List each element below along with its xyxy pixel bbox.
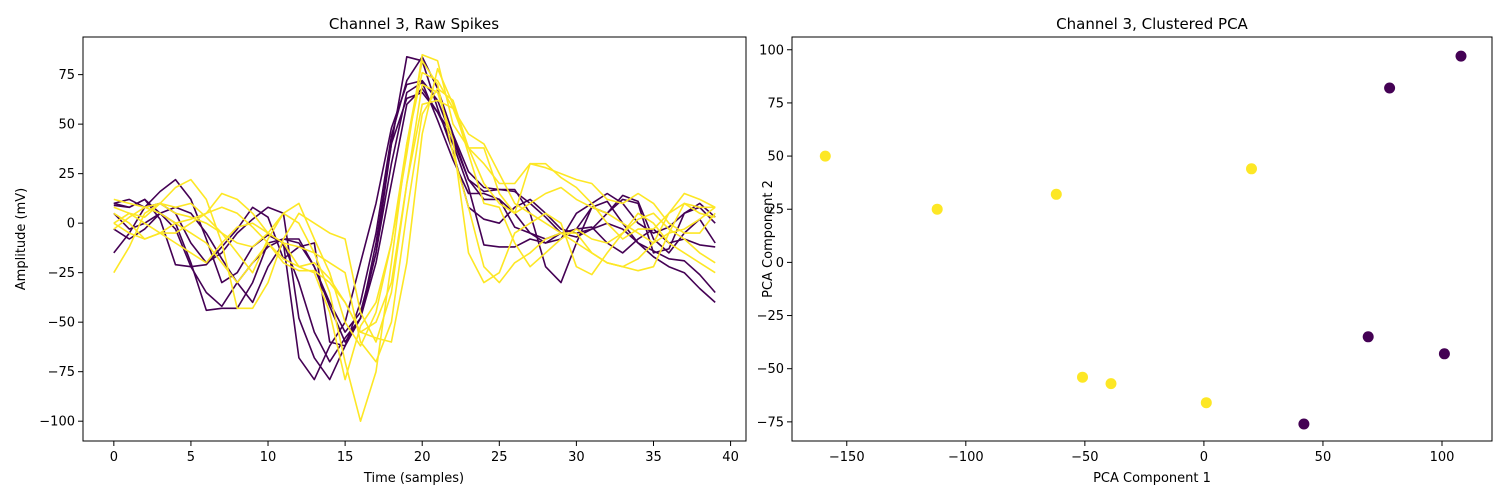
y-tick-label: 25 — [767, 203, 784, 218]
spike-waveform-1 — [113, 55, 716, 381]
x-tick-label: 20 — [414, 450, 431, 465]
x-tick-label: −150 — [829, 450, 865, 465]
x-tick-label: 25 — [491, 450, 508, 465]
pca-point-0 — [819, 150, 831, 162]
clustered-pca-y-axis-label: PCA Component 2 — [761, 180, 776, 298]
pca-point-10 — [1438, 348, 1450, 360]
x-tick-label: 100 — [1430, 450, 1455, 465]
pca-point-2 — [1050, 188, 1062, 200]
raw-spikes-lines — [113, 53, 716, 423]
y-tick-label: −50 — [757, 362, 784, 377]
x-tick-label: −50 — [1071, 450, 1098, 465]
raw-spikes-x-axis-label: Time (samples) — [363, 471, 464, 486]
clustered-pca-y-ticks: −75 −50 −25 0 25 50 75 100 — [757, 43, 792, 430]
x-tick-label: 40 — [722, 450, 739, 465]
y-tick-label: 75 — [767, 96, 784, 111]
spike-waveform-8 — [113, 83, 716, 343]
y-tick-label: 100 — [759, 43, 784, 58]
spike-waveform-0 — [113, 79, 716, 381]
pca-point-7 — [1298, 418, 1310, 430]
pca-point-4 — [1105, 378, 1117, 390]
pca-point-6 — [1246, 163, 1257, 175]
x-tick-label: 50 — [1315, 450, 1332, 465]
spike-waveform-7 — [113, 67, 716, 343]
x-tick-label: −100 — [948, 450, 984, 465]
spike-waveform-9 — [113, 53, 716, 347]
y-tick-label: −75 — [757, 415, 784, 430]
x-tick-label: 10 — [260, 450, 277, 465]
x-tick-label: 0 — [110, 450, 118, 465]
raw-spikes-plot: Channel 3, Raw Spikes 0 5 10 15 20 25 30 35 40 −… — [14, 15, 747, 486]
spike-waveform-4 — [113, 91, 716, 347]
pca-point-8 — [1362, 331, 1374, 343]
pca-point-1 — [931, 203, 943, 215]
pca-point-5 — [1200, 397, 1212, 409]
y-tick-label: 0 — [776, 256, 784, 271]
y-tick-label: 75 — [58, 68, 75, 83]
pca-point-9 — [1384, 82, 1396, 94]
x-tick-label: 35 — [645, 450, 662, 465]
y-tick-label: 0 — [67, 217, 75, 232]
clustered-pca-axes-frame — [791, 36, 1493, 442]
clustered-pca-plot: Channel 3, Clustered PCA −150 −100 −50 0 50 1… — [757, 15, 1493, 486]
y-tick-label: −25 — [757, 309, 784, 324]
raw-spikes-title: Channel 3, Raw Spikes — [329, 15, 499, 33]
y-tick-label: −100 — [39, 415, 75, 430]
spike-waveform-12 — [113, 71, 716, 381]
clustered-pca-x-axis-label: PCA Component 1 — [1093, 471, 1211, 486]
raw-spikes-y-axis-label: Amplitude (mV) — [14, 188, 29, 290]
pca-point-3 — [1077, 371, 1088, 383]
raw-spikes-axes-frame — [82, 36, 747, 442]
spike-waveform-11 — [113, 87, 716, 363]
raw-spikes-x-ticks: 0 5 10 15 20 25 30 35 40 — [110, 441, 739, 465]
spike-waveform-2 — [113, 87, 716, 343]
spike-waveform-5 — [113, 81, 716, 333]
x-tick-label: 0 — [1200, 450, 1208, 465]
y-tick-label: 50 — [767, 150, 784, 165]
y-tick-label: 25 — [58, 167, 75, 182]
y-tick-label: −50 — [48, 316, 75, 331]
y-tick-label: −25 — [48, 266, 75, 281]
pca-point-11 — [1455, 50, 1467, 62]
spike-waveform-3 — [113, 55, 716, 363]
x-tick-label: 30 — [568, 450, 585, 465]
y-tick-label: 50 — [58, 118, 75, 133]
x-tick-label: 15 — [337, 450, 354, 465]
raw-spikes-y-ticks: −100 −75 −50 −25 0 25 50 75 — [39, 68, 83, 430]
clustered-pca-points — [819, 50, 1467, 430]
clustered-pca-x-ticks: −150 −100 −50 0 50 100 — [829, 441, 1455, 465]
clustered-pca-title: Channel 3, Clustered PCA — [1056, 15, 1248, 33]
y-tick-label: −75 — [48, 365, 75, 380]
x-tick-label: 5 — [187, 450, 195, 465]
